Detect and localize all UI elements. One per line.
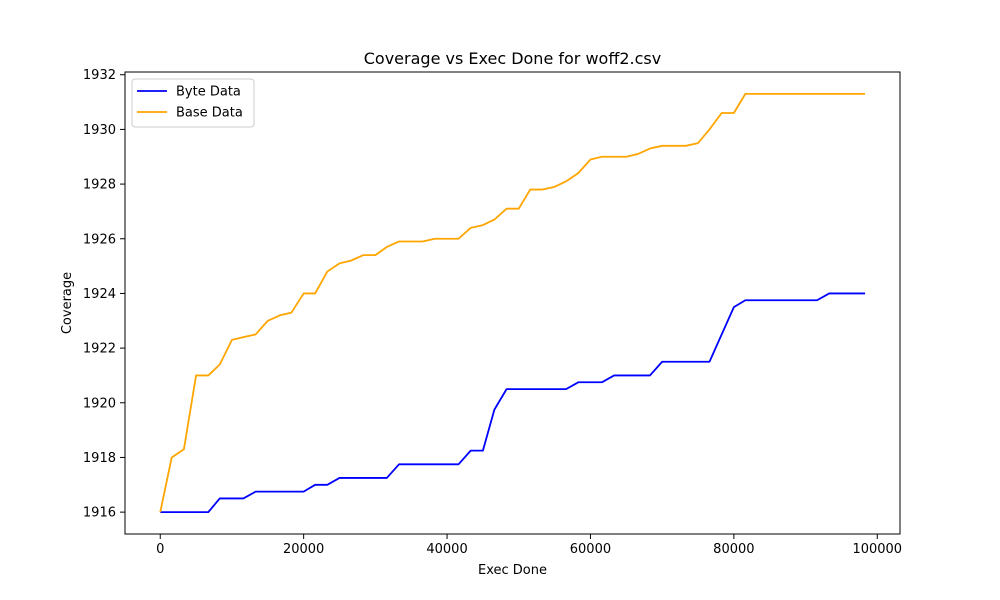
y-tick-label: 1918: [83, 451, 116, 466]
plot-area-frame: [124, 71, 901, 535]
x-tick-label: 0: [156, 542, 164, 557]
axis-ticks: 0 20000 40000 60000 80000 100000 1916 1918 1920 1…: [83, 68, 902, 557]
x-tick-label: 100000: [852, 542, 902, 557]
x-tick-label: 60000: [570, 542, 611, 557]
y-tick-label: 1932: [83, 68, 116, 83]
y-tick-label: 1930: [83, 123, 116, 138]
y-tick-label: 1920: [83, 396, 116, 411]
y-tick-label: 1922: [83, 342, 116, 357]
y-tick-label: 1924: [83, 287, 116, 302]
y-tick-label: 1926: [83, 232, 116, 247]
y-axis-label: Coverage: [60, 272, 75, 334]
legend-label-base-data: Base Data: [176, 106, 243, 121]
x-axis-label: Exec Done: [478, 563, 547, 578]
x-tick-label: 20000: [283, 542, 324, 557]
series-line-byte-data: [160, 292, 866, 514]
y-tick-label: 1928: [83, 178, 116, 193]
x-tick-label: 40000: [426, 542, 467, 557]
y-tick-label: 1916: [83, 506, 116, 521]
legend-label-byte-data: Byte Data: [176, 85, 241, 100]
legend: Byte Data Base Data: [131, 78, 255, 128]
x-tick-label: 80000: [713, 542, 754, 557]
chart-title: Coverage vs Exec Done for woff2.csv: [364, 49, 661, 68]
series-line-base-data: [159, 92, 866, 513]
plot-lines: [159, 92, 866, 514]
